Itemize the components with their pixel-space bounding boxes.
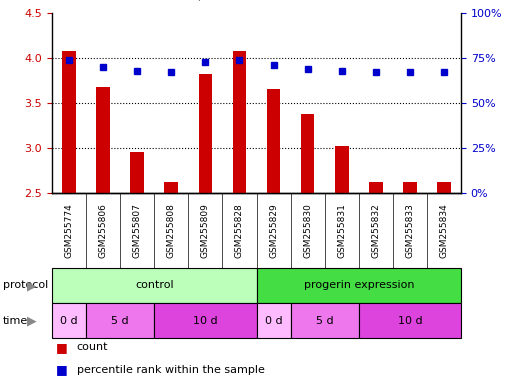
Bar bbox=[96, 87, 110, 193]
Bar bbox=[199, 74, 212, 193]
Text: ■: ■ bbox=[56, 341, 68, 354]
Text: ▶: ▶ bbox=[27, 279, 36, 292]
Text: 0 d: 0 d bbox=[265, 316, 282, 326]
Bar bbox=[437, 182, 451, 193]
Text: GSM255832: GSM255832 bbox=[371, 203, 380, 258]
Text: GSM255830: GSM255830 bbox=[303, 203, 312, 258]
Text: 10 d: 10 d bbox=[398, 316, 422, 326]
Text: time: time bbox=[3, 316, 28, 326]
Text: control: control bbox=[135, 280, 173, 291]
Text: progerin expression: progerin expression bbox=[304, 280, 414, 291]
Bar bbox=[165, 182, 178, 193]
Text: 10 d: 10 d bbox=[193, 316, 218, 326]
Text: percentile rank within the sample: percentile rank within the sample bbox=[76, 365, 264, 375]
Text: 0 d: 0 d bbox=[60, 316, 78, 326]
Text: ■: ■ bbox=[56, 363, 68, 376]
Bar bbox=[290, 303, 359, 338]
Text: GSM255829: GSM255829 bbox=[269, 203, 278, 258]
Bar bbox=[256, 268, 461, 303]
Text: GSM255828: GSM255828 bbox=[235, 203, 244, 258]
Bar bbox=[335, 146, 348, 193]
Bar bbox=[369, 182, 383, 193]
Text: GSM255831: GSM255831 bbox=[337, 203, 346, 258]
Text: GSM255809: GSM255809 bbox=[201, 203, 210, 258]
Text: GSM255807: GSM255807 bbox=[133, 203, 142, 258]
Bar bbox=[154, 303, 256, 338]
Text: GSM255808: GSM255808 bbox=[167, 203, 176, 258]
Bar bbox=[52, 303, 86, 338]
Bar bbox=[62, 51, 76, 193]
Bar bbox=[130, 152, 144, 193]
Text: count: count bbox=[76, 343, 108, 353]
Bar bbox=[86, 303, 154, 338]
Text: protocol: protocol bbox=[3, 280, 48, 291]
Bar bbox=[403, 182, 417, 193]
Text: 5 d: 5 d bbox=[316, 316, 333, 326]
Bar bbox=[52, 268, 256, 303]
Text: GDS3495 / 454066: GDS3495 / 454066 bbox=[129, 0, 261, 1]
Text: 5 d: 5 d bbox=[111, 316, 129, 326]
Text: ▶: ▶ bbox=[27, 314, 36, 327]
Bar bbox=[267, 89, 281, 193]
Bar bbox=[232, 51, 246, 193]
Bar bbox=[301, 114, 314, 193]
Text: GSM255774: GSM255774 bbox=[65, 203, 73, 258]
Text: GSM255806: GSM255806 bbox=[98, 203, 108, 258]
Bar bbox=[256, 303, 290, 338]
Text: GSM255834: GSM255834 bbox=[440, 203, 448, 258]
Text: GSM255833: GSM255833 bbox=[405, 203, 415, 258]
Bar bbox=[359, 303, 461, 338]
